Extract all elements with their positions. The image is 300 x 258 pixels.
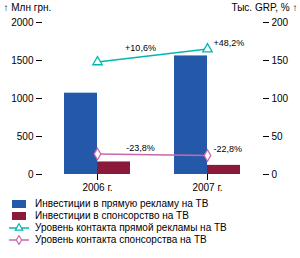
html-text:Уровень контакта спонсорства н: Уровень контакта спонсорства на ТВ [35,234,207,245]
svg-text:+10,6%: +10,6% [125,43,156,53]
svg-text:2000: 2000 [11,17,34,28]
svg-text:100: 100 [272,93,289,104]
svg-text:500: 500 [17,131,34,142]
svg-text:Тыс. GRP, % ↑: Тыс. GRP, % ↑ [231,2,297,13]
svg-text:-22,8%: -22,8% [214,144,243,154]
svg-text:50: 50 [272,131,284,142]
svg-text:+48,2%: +48,2% [214,38,245,48]
svg-text:150: 150 [272,55,289,66]
svg-text:-23,8%: -23,8% [126,143,155,153]
html-text:Уровень контакта прямой реклам: Уровень контакта прямой рекламы на ТВ [35,222,227,233]
svg-text:1500: 1500 [11,55,34,66]
svg-text:200: 200 [272,17,289,28]
svg-text:0: 0 [272,169,278,180]
svg-text:2006 г.: 2006 г. [82,182,112,193]
svg-text:0: 0 [28,169,34,180]
html-text:Инвестиции в спонсорство на ТВ: Инвестиции в спонсорство на ТВ [35,210,189,221]
svg-text:1000: 1000 [11,93,34,104]
svg-text:↑ Млн грн.: ↑ Млн грн. [4,2,52,13]
html-text:Инвестиции в прямую рекламу на: Инвестиции в прямую рекламу на ТВ [35,198,209,209]
svg-text:2007 г.: 2007 г. [192,182,222,193]
